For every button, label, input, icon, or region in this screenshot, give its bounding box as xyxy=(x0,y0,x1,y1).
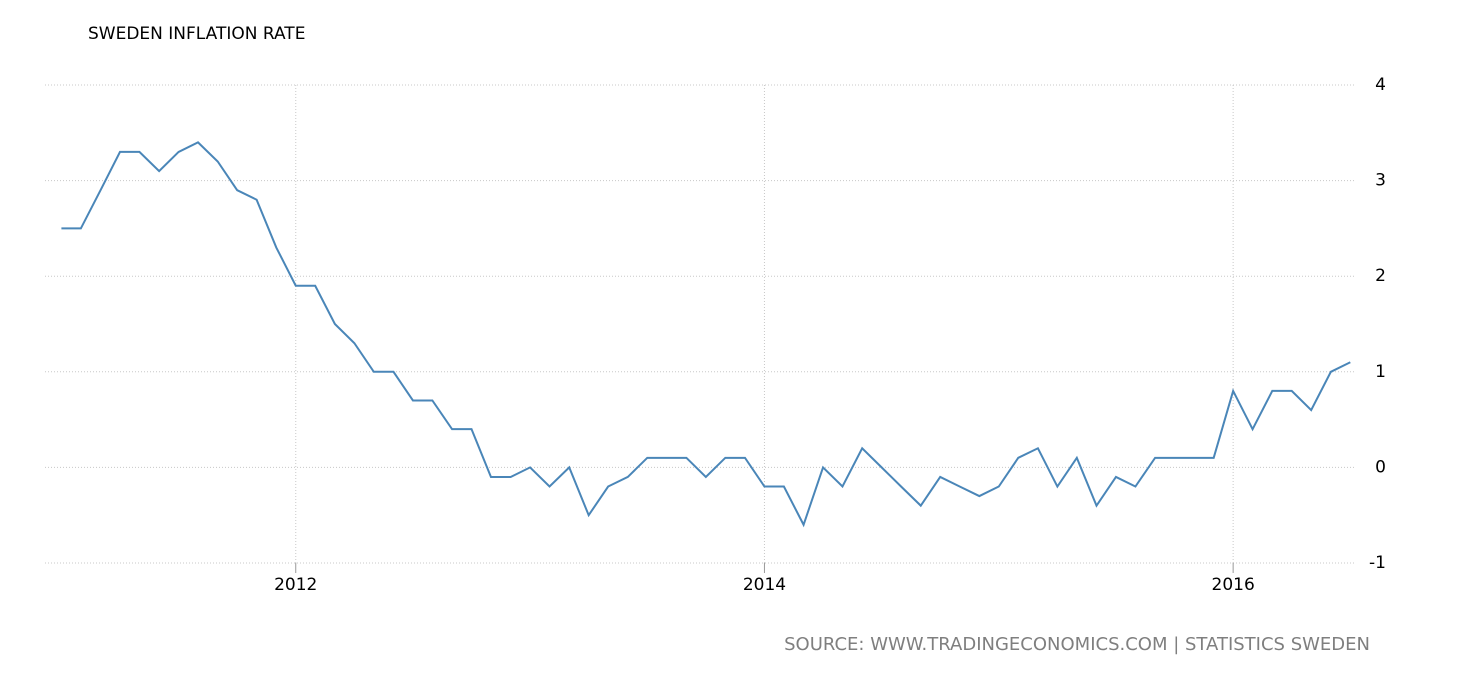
y-tick-label: 3 xyxy=(1375,171,1386,191)
y-tick-label: 0 xyxy=(1375,457,1386,477)
y-tick-label: 1 xyxy=(1375,362,1386,382)
y-tick-label: 2 xyxy=(1375,266,1386,286)
x-tick-label: 2014 xyxy=(743,575,786,595)
y-tick-label: -1 xyxy=(1369,553,1386,573)
series-line xyxy=(61,141,1351,528)
y-tick-label: 4 xyxy=(1375,75,1386,95)
chart-title: SWEDEN INFLATION RATE xyxy=(88,24,305,44)
x-tick-label: 2012 xyxy=(274,575,317,595)
x-tick-label: 2016 xyxy=(1212,575,1255,595)
source-note: SOURCE: WWW.TRADINGECONOMICS.COM | STATI… xyxy=(784,634,1370,655)
